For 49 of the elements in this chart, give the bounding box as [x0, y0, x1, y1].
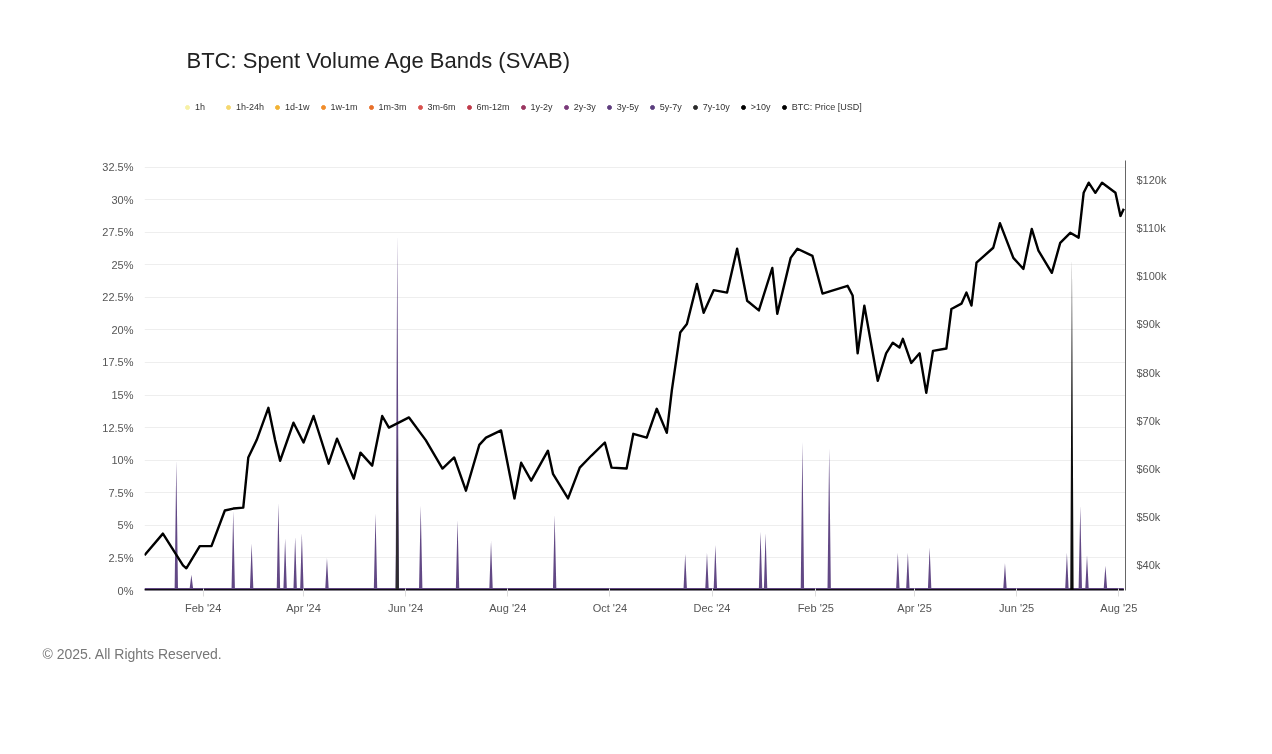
x-tick-label: Jun '25 [999, 601, 1035, 614]
y2-tick-label: $60k [1136, 463, 1161, 476]
y-tick-label: 2.5% [108, 551, 134, 564]
y-tick-label: 17.5% [102, 356, 134, 369]
x-tick-label: Feb '25 [797, 601, 834, 614]
y-tick-label: 15% [111, 389, 134, 402]
legend-label: 1m-3m [378, 102, 407, 112]
y2-tick-label: $90k [1136, 318, 1161, 331]
legend-label: 1w-1m [330, 102, 358, 112]
legend-label: 1y-2y [530, 102, 553, 112]
text: © 2025. All Rights Reserved. [42, 646, 222, 662]
legend-label: 1d-1w [285, 102, 310, 112]
y2-tick-label: $40k [1136, 559, 1161, 572]
y-tick-label: 0% [117, 584, 134, 597]
y-tick-label: 25% [111, 258, 134, 271]
x-tick-label: Aug '25 [1100, 601, 1138, 614]
x-tick-label: Jun '24 [388, 601, 424, 614]
x-tick-label: Aug '24 [489, 601, 527, 614]
legend-label: 2y-3y [573, 102, 596, 112]
y-tick-label: 27.5% [102, 226, 134, 239]
y-tick-label: 7.5% [108, 486, 134, 499]
y2-tick-label: $70k [1136, 414, 1161, 427]
y2-tick-label: $120k [1136, 173, 1167, 186]
y2-tick-label: $110k [1136, 221, 1167, 234]
legend-label: BTC: Price [USD] [791, 102, 862, 112]
x-tick-label: Apr '25 [897, 601, 932, 614]
chart-title: BTC: Spent Volume Age Bands (SVAB) [186, 47, 571, 73]
x-tick-label: Oct '24 [592, 601, 628, 614]
legend-label: 1h-24h [236, 102, 265, 112]
x-tick-label: Feb '24 [184, 601, 222, 614]
y-tick-label: 5% [117, 519, 134, 532]
y-tick-label: 32.5% [102, 161, 134, 174]
y-tick-label: 22.5% [102, 291, 134, 304]
legend-label: 7y-10y [702, 102, 730, 112]
y2-tick-label: $80k [1136, 366, 1161, 379]
y-tick-label: 12.5% [102, 421, 134, 434]
legend-label: 5y-7y [659, 102, 682, 112]
legend-label: >10y [750, 102, 771, 112]
y-tick-label: 20% [111, 323, 134, 336]
legend-label: 3y-5y [616, 102, 639, 112]
y2-tick-label: $50k [1136, 511, 1161, 524]
y-tick-label: 10% [111, 454, 134, 467]
x-tick-label: Apr '24 [286, 601, 321, 614]
legend-label: 3m-6m [427, 102, 456, 112]
x-tick-label: Dec '24 [693, 601, 731, 614]
y2-tick-label: $100k [1136, 270, 1167, 283]
y-tick-label: 30% [111, 193, 134, 206]
legend-label: 1h [195, 102, 206, 112]
legend-label: 6m-12m [476, 102, 510, 112]
